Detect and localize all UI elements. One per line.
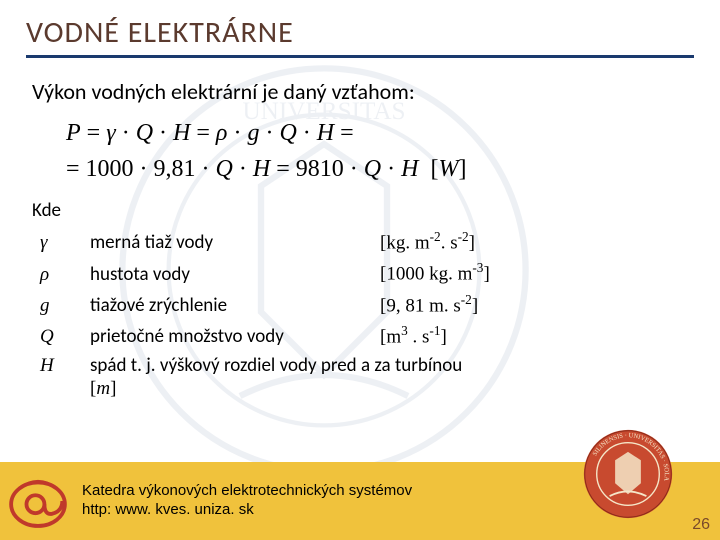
unit: [kg. m-2. s-2] bbox=[372, 226, 498, 257]
table-row: g tiažové zrýchlenie [9, 81 m. s-2] bbox=[32, 289, 498, 320]
at-sign-icon bbox=[6, 469, 70, 533]
formula-line-1: P = γ · Q · H = ρ · g · Q · H = bbox=[66, 115, 694, 151]
table-row: ρ hustota vody [1000 kg. m-3] bbox=[32, 257, 498, 288]
where-label: Kde bbox=[32, 199, 694, 222]
definitions-table: γ merná tiaž vody [kg. m-2. s-2] ρ husto… bbox=[32, 226, 498, 403]
unit: [1000 kg. m-3] bbox=[372, 257, 498, 288]
page-number: 26 bbox=[692, 516, 710, 534]
symbol: γ bbox=[32, 226, 82, 257]
footer-text: Katedra výkonových elektrotechnických sy… bbox=[82, 482, 412, 520]
symbol: g bbox=[32, 289, 82, 320]
university-seal-icon: SILINENSIS · UNIVERSITAS · SOLA bbox=[582, 428, 674, 520]
footer-line-2: http: www. kves. uniza. sk bbox=[82, 501, 412, 520]
description: merná tiaž vody bbox=[82, 226, 372, 257]
description: spád t. j. výškový rozdiel vody pred a z… bbox=[82, 351, 498, 403]
slide-content: VODNÉ ELEKTRÁRNE Výkon vodných elektrárn… bbox=[0, 0, 720, 403]
table-row: H spád t. j. výškový rozdiel vody pred a… bbox=[32, 351, 498, 403]
footer-line-1: Katedra výkonových elektrotechnických sy… bbox=[82, 482, 412, 501]
formula-line-2: = 1000 · 9,81 · Q · H = 9810 · Q · H [W] bbox=[66, 151, 694, 187]
description: prietočné množstvo vody bbox=[82, 320, 372, 351]
symbol: H bbox=[32, 351, 82, 403]
formula-block: P = γ · Q · H = ρ · g · Q · H = = 1000 ·… bbox=[66, 115, 694, 187]
unit: [m3 . s-1] bbox=[372, 320, 498, 351]
table-row: Q prietočné množstvo vody [m3 . s-1] bbox=[32, 320, 498, 351]
table-row: γ merná tiaž vody [kg. m-2. s-2] bbox=[32, 226, 498, 257]
symbol: ρ bbox=[32, 257, 82, 288]
unit: [9, 81 m. s-2] bbox=[372, 289, 498, 320]
symbol: Q bbox=[32, 320, 82, 351]
description: tiažové zrýchlenie bbox=[82, 289, 372, 320]
description: hustota vody bbox=[82, 257, 372, 288]
intro-text: Výkon vodných elektrární je daný vzťahom… bbox=[32, 78, 694, 105]
page-title: VODNÉ ELEKTRÁRNE bbox=[26, 14, 694, 58]
